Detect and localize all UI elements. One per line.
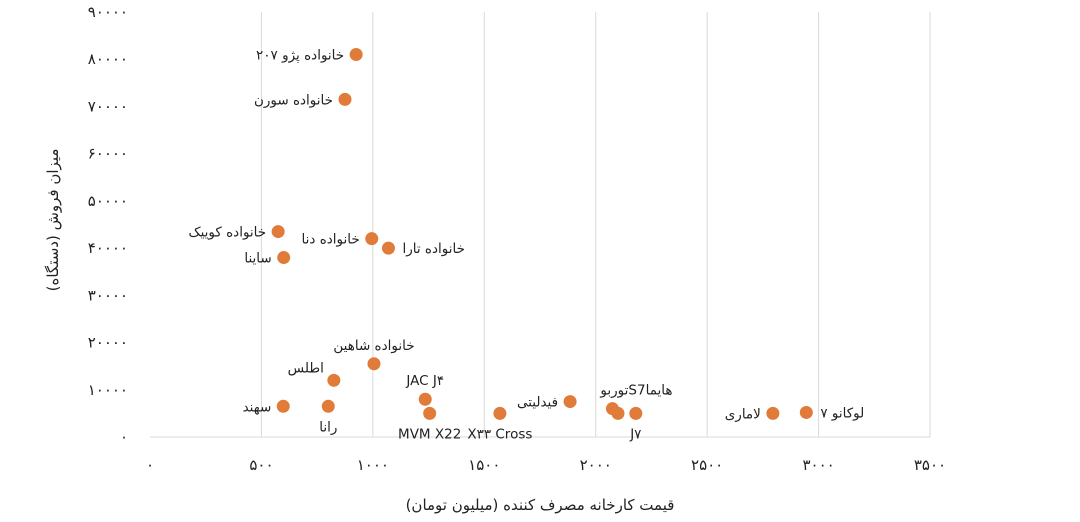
y-axis-title: میزان فروش (دستگاه) xyxy=(44,149,62,292)
data-point xyxy=(629,406,643,420)
data-point xyxy=(381,241,395,255)
data-point xyxy=(276,399,290,413)
y-tick-label: ۱۰۰۰۰ xyxy=(88,381,128,399)
x-tick-label: ۲۰۰۰ xyxy=(580,456,612,474)
y-axis-ticks: ۰ ۱۰۰۰۰ ۲۰۰۰۰ ۳۰۰۰۰ ۴۰۰۰۰ ۵۰۰۰۰ ۶۰۰۰۰ ۷۰۰۰۰ ۸۰۰۰… xyxy=(88,3,128,446)
data-point xyxy=(349,48,363,61)
x-tick-label: ۱۵۰۰ xyxy=(468,456,500,474)
x-tick-label: ۵۰۰ xyxy=(249,456,273,474)
data-label: فیدلیتی xyxy=(517,395,558,411)
data-label: توربوS7هایما xyxy=(599,383,672,399)
y-tick-label: ۰ xyxy=(120,428,128,446)
y-tick-label: ۸۰۰۰۰ xyxy=(88,50,128,68)
data-label: لاماری xyxy=(725,406,761,422)
data-label: MVM X22 xyxy=(398,426,461,442)
data-point xyxy=(321,399,335,413)
data-point xyxy=(367,357,381,371)
x-tick-label: ۳۵۰۰ xyxy=(914,456,946,474)
data-labels: خانواده پژو ۲۰۷ خانواده سورن خانواده کوییک… xyxy=(189,48,865,443)
data-label: اطلس xyxy=(288,360,324,376)
data-point xyxy=(611,406,625,420)
data-label: رانا xyxy=(319,419,337,435)
y-tick-label: ۹۰۰۰۰ xyxy=(88,3,128,21)
data-label: JAC J۴ xyxy=(405,373,444,389)
y-tick-label: ۷۰۰۰۰ xyxy=(88,97,128,115)
y-tick-label: ۲۰۰۰۰ xyxy=(88,334,128,352)
x-tick-label: ۱۰۰۰ xyxy=(357,456,389,474)
y-tick-label: ۵۰۰۰۰ xyxy=(88,192,128,210)
data-point xyxy=(271,225,285,239)
data-point xyxy=(418,392,432,406)
data-label: لوکانو ۷ xyxy=(820,405,864,421)
x-tick-label: ۲۵۰۰ xyxy=(691,456,723,474)
grid-lines xyxy=(150,12,931,438)
y-tick-label: ۳۰۰۰۰ xyxy=(88,286,128,304)
data-point xyxy=(423,406,437,420)
data-points xyxy=(271,48,813,420)
data-label: J۷ xyxy=(629,426,641,442)
data-point xyxy=(766,406,780,420)
data-label: خانواده تارا xyxy=(402,241,464,257)
data-point xyxy=(277,251,291,265)
data-label: خانواده شاهین xyxy=(333,338,414,354)
data-label: سهند xyxy=(243,399,272,415)
x-axis-title: قیمت کارخانه مصرف کننده (میلیون تومان) xyxy=(406,496,675,514)
data-label: خانواده پژو ۲۰۷ xyxy=(256,48,344,64)
data-point xyxy=(365,232,379,246)
data-label: خانواده سورن xyxy=(254,92,333,108)
x-axis-ticks: ۰ ۵۰۰ ۱۰۰۰ ۱۵۰۰ ۲۰۰۰ ۲۵۰۰ ۳۰۰۰ ۳۵۰۰ xyxy=(146,456,946,474)
x-tick-label: ۳۰۰۰ xyxy=(802,456,834,474)
data-point xyxy=(493,406,507,420)
x-tick-label: ۰ xyxy=(146,456,154,474)
y-tick-label: ۴۰۰۰۰ xyxy=(88,239,128,257)
data-label: X۳۳ Cross xyxy=(467,426,532,442)
data-label: خانواده دنا xyxy=(302,232,360,248)
data-point xyxy=(327,373,341,387)
data-label: ساینا xyxy=(244,251,271,267)
data-point xyxy=(563,395,577,409)
data-point xyxy=(338,92,352,106)
data-point xyxy=(799,405,813,419)
y-tick-label: ۶۰۰۰۰ xyxy=(88,145,128,163)
data-label: خانواده کوییک xyxy=(189,225,267,241)
